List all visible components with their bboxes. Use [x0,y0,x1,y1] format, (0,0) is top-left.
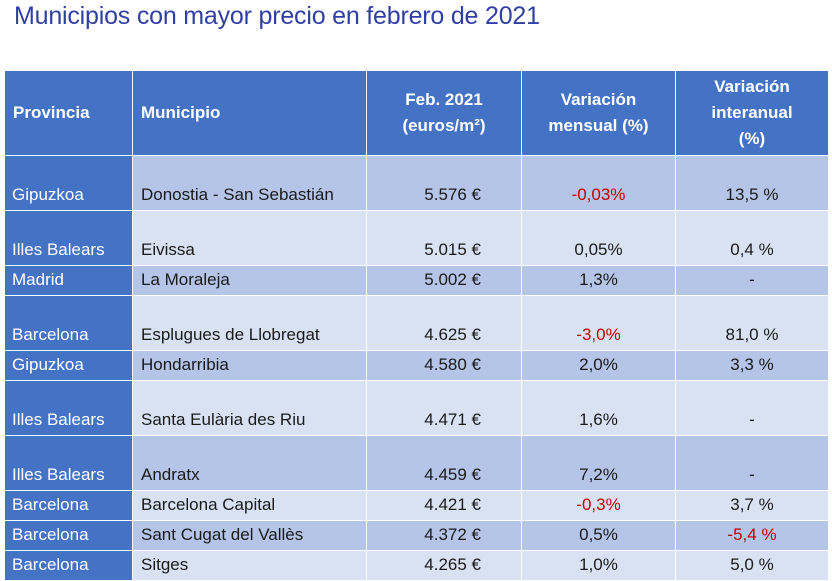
cell-mensual: 2,0% [521,350,676,381]
header-municipio: Municipio [132,70,367,156]
cell-municipio: Hondarribia [132,350,367,381]
header-precio-line-2: (euros/m²) [402,116,486,135]
cell-precio: 4.372 € [366,520,522,551]
header-mensual: Variación mensual (%) [521,70,676,156]
cell-mensual: 1,3% [521,265,676,296]
cell-provincia: Madrid [4,265,133,296]
cell-mensual: -0,03% [521,155,676,211]
cell-provincia: Barcelona [4,295,133,351]
cell-mensual: 1,6% [521,380,676,436]
header-interanual-line-1: Variación [714,77,790,96]
cell-municipio: Sitges [132,550,367,581]
header-row: Provincia Municipio Feb. 2021 (euros/m²)… [4,70,829,156]
cell-precio: 5.576 € [366,155,522,211]
cell-provincia: Illes Balears [4,210,133,266]
cell-precio: 4.459 € [366,435,522,491]
cell-provincia: Barcelona [4,550,133,581]
price-table: Provincia Municipio Feb. 2021 (euros/m²)… [4,70,829,581]
table-row: Barcelona Sant Cugat del Vallès 4.372 € … [4,520,829,551]
header-interanual-line-3: (%) [738,129,766,148]
cell-precio: 4.580 € [366,350,522,381]
cell-provincia: Gipuzkoa [4,155,133,211]
cell-provincia: Illes Balears [4,380,133,436]
header-precio: Feb. 2021 (euros/m²) [366,70,522,156]
cell-interanual: -5,4 % [675,520,829,551]
header-precio-line-1: Feb. 2021 [405,90,483,109]
cell-precio: 5.002 € [366,265,522,296]
cell-mensual: 1,0% [521,550,676,581]
cell-interanual: 81,0 % [675,295,829,351]
cell-interanual: - [675,435,829,491]
cell-municipio: Barcelona Capital [132,490,367,521]
header-interanual: Variación interanual (%) [675,70,829,156]
cell-mensual: 7,2% [521,435,676,491]
table-row: Barcelona Sitges 4.265 € 1,0% 5,0 % [4,550,829,581]
cell-mensual: 0,05% [521,210,676,266]
table-row: Barcelona Barcelona Capital 4.421 € -0,3… [4,490,829,521]
header-interanual-line-2: interanual [711,103,793,122]
header-mensual-line-1: Variación [560,90,637,109]
cell-interanual: - [675,265,829,296]
table-row: Gipuzkoa Donostia - San Sebastián 5.576 … [4,155,829,211]
cell-interanual: 3,7 % [675,490,829,521]
header-mensual-line-2: mensual (%) [548,116,649,135]
cell-interanual: - [675,380,829,436]
header-provincia: Provincia [4,70,133,156]
table-row: Gipuzkoa Hondarribia 4.580 € 2,0% 3,3 % [4,350,829,381]
cell-municipio: Santa Eulària des Riu [132,380,367,436]
table-row: Madrid La Moraleja 5.002 € 1,3% - [4,265,829,296]
cell-municipio: Andratx [132,435,367,491]
cell-interanual: 5,0 % [675,550,829,581]
table-row: Illes Balears Santa Eulària des Riu 4.47… [4,380,829,436]
cell-provincia: Barcelona [4,490,133,521]
cell-municipio: Donostia - San Sebastián [132,155,367,211]
cell-interanual: 13,5 % [675,155,829,211]
cell-provincia: Gipuzkoa [4,350,133,381]
table-row: Illes Balears Andratx 4.459 € 7,2% - [4,435,829,491]
cell-precio: 4.421 € [366,490,522,521]
cell-mensual: -0,3% [521,490,676,521]
cell-precio: 4.471 € [366,380,522,436]
cell-precio: 5.015 € [366,210,522,266]
cell-municipio: Esplugues de Llobregat [132,295,367,351]
cell-interanual: 3,3 % [675,350,829,381]
page-title: Municipios con mayor precio en febrero d… [14,2,540,30]
cell-municipio: Eivissa [132,210,367,266]
cell-provincia: Barcelona [4,520,133,551]
cell-municipio: Sant Cugat del Vallès [132,520,367,551]
table-row: Illes Balears Eivissa 5.015 € 0,05% 0,4 … [4,210,829,266]
cell-municipio: La Moraleja [132,265,367,296]
cell-mensual: 0,5% [521,520,676,551]
table-row: Barcelona Esplugues de Llobregat 4.625 €… [4,295,829,351]
cell-precio: 4.625 € [366,295,522,351]
cell-provincia: Illes Balears [4,435,133,491]
cell-precio: 4.265 € [366,550,522,581]
cell-mensual: -3,0% [521,295,676,351]
cell-interanual: 0,4 % [675,210,829,266]
